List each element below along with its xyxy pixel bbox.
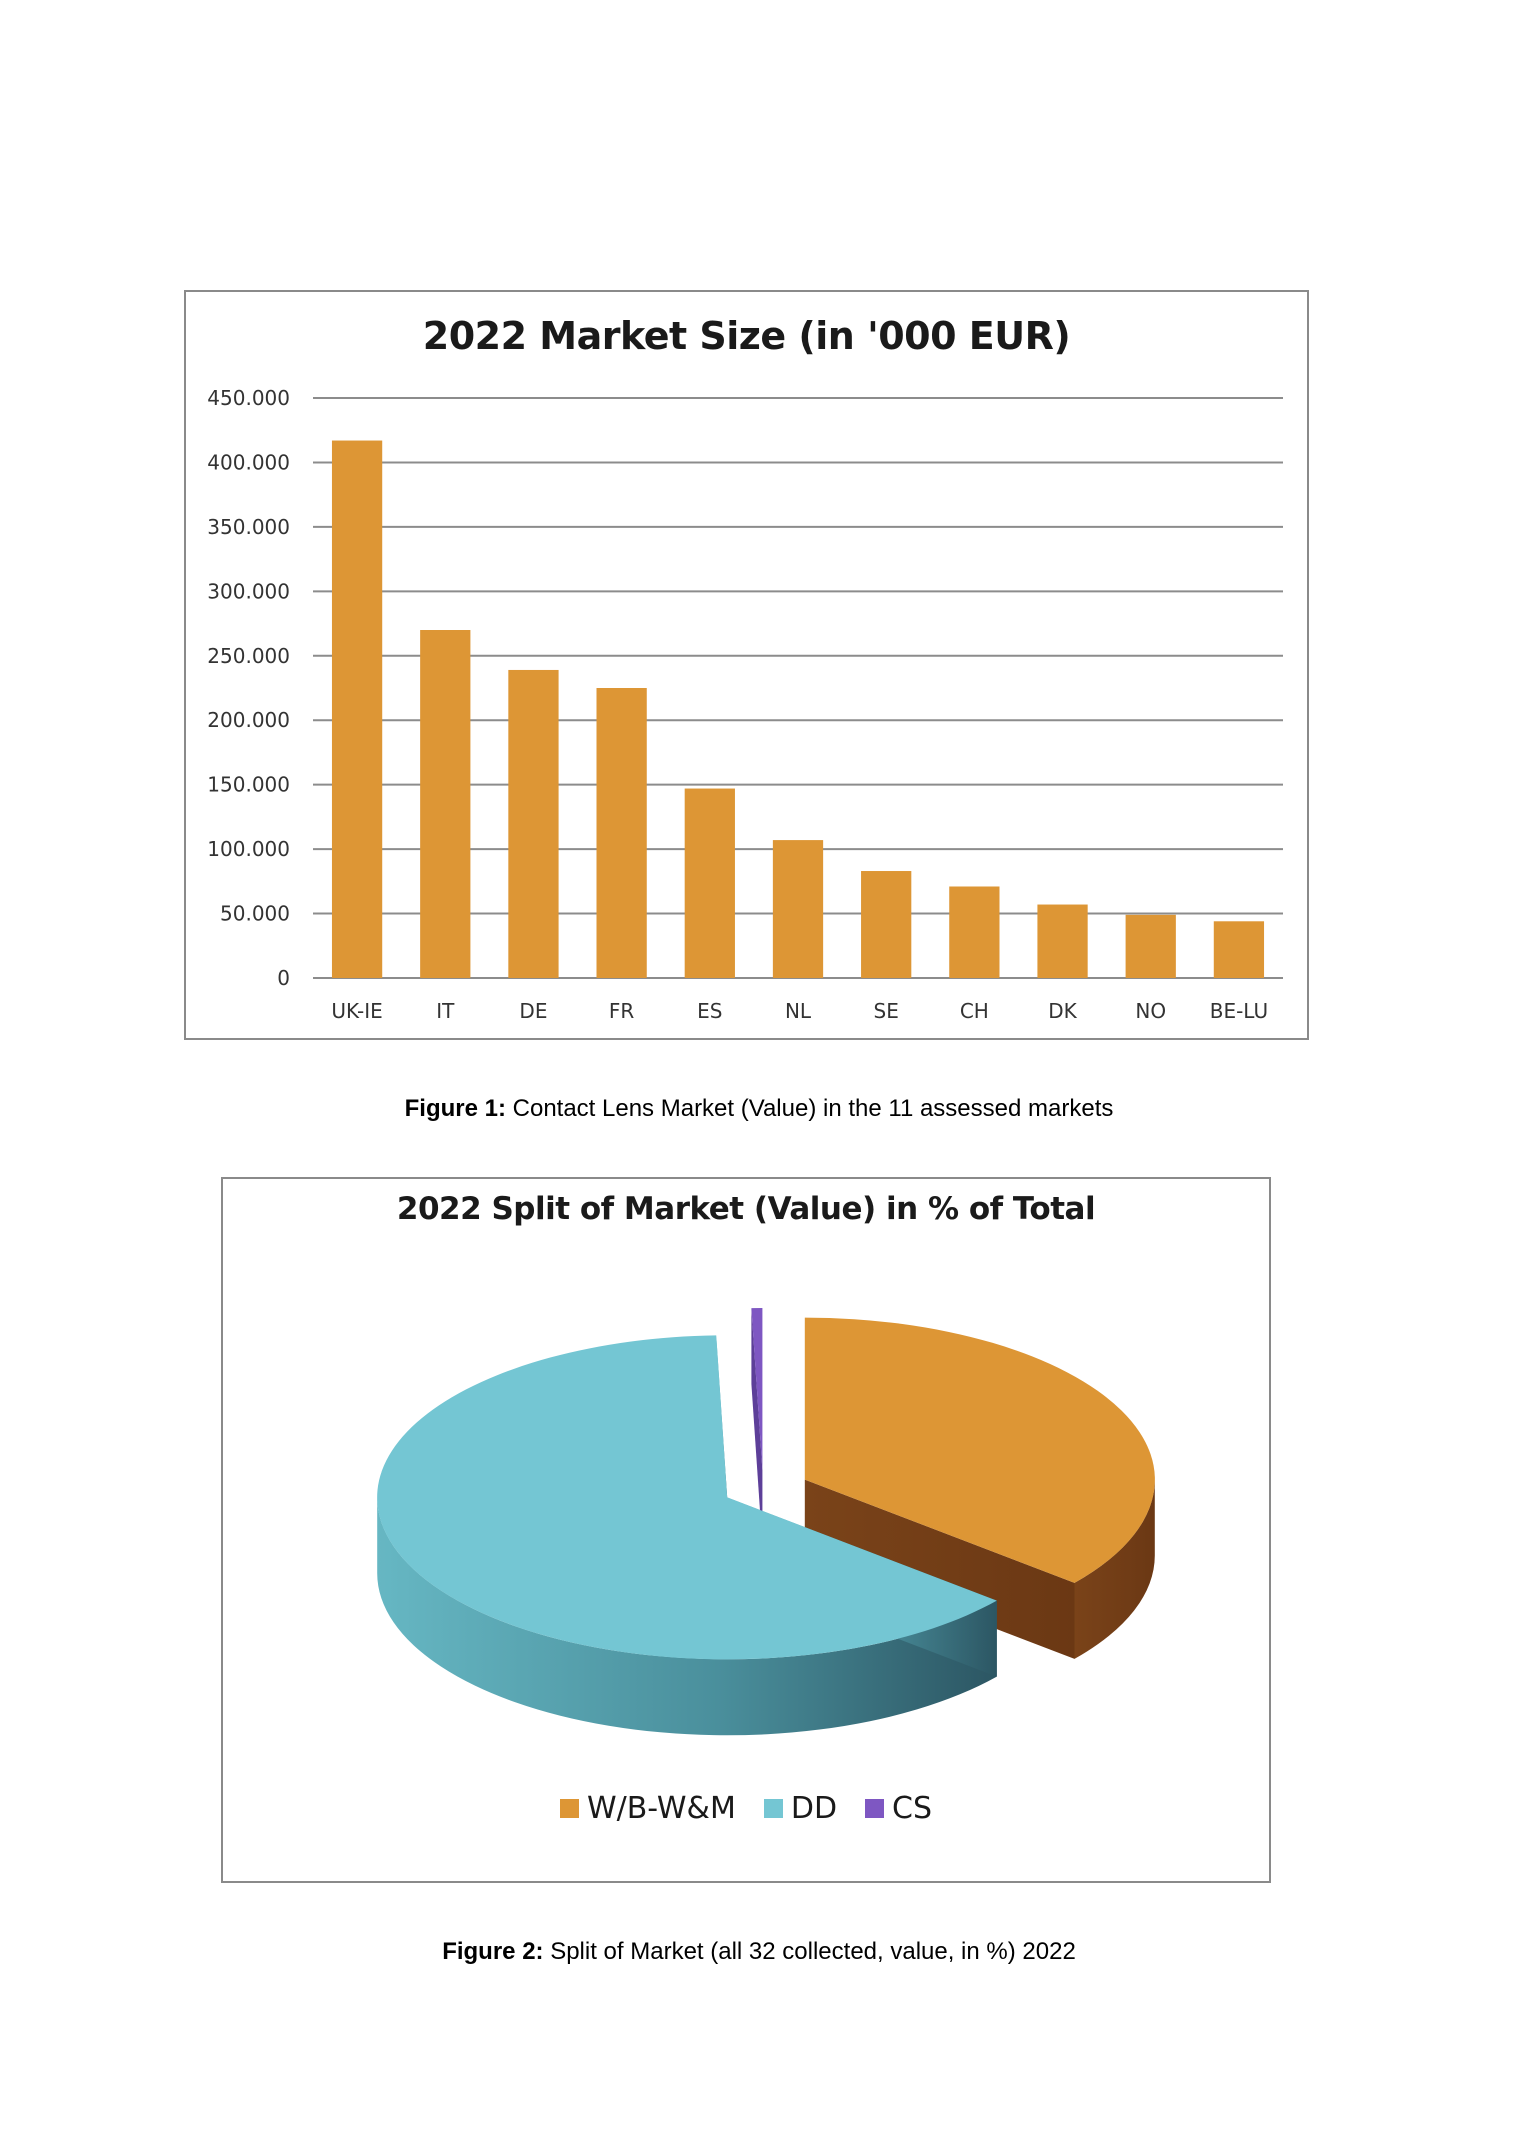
x-tick-label: SE	[874, 999, 899, 1023]
x-tick-label: FR	[609, 999, 635, 1023]
y-tick-label: 100.000	[207, 837, 290, 861]
bar-chart-title: 2022 Market Size (in '000 EUR)	[422, 314, 1071, 358]
figure-1-caption-text: Contact Lens Market (Value) in the 11 as…	[505, 1095, 1114, 1122]
legend-item-cs: CS	[865, 1791, 932, 1826]
pie-chart-title: 2022 Split of Market (Value) in % of Tot…	[396, 1191, 1096, 1227]
y-tick-label: 250.000	[207, 644, 290, 668]
y-tick-label: 350.000	[207, 515, 290, 539]
y-tick-label: 450.000	[207, 386, 290, 410]
y-tick-label: 200.000	[207, 708, 290, 732]
bar-chart-frame: 2022 Market Size (in '000 EUR) 0 50.000 10…	[184, 290, 1309, 1040]
figure-2-caption-label: Figure 2:	[442, 1938, 544, 1965]
bar-dk	[1037, 904, 1088, 978]
legend-item-dd: DD	[763, 1791, 838, 1826]
bar-se	[861, 871, 912, 978]
pie-chart-frame: 2022 Split of Market (Value) in % of Tot…	[221, 1177, 1271, 1883]
bar-es	[684, 788, 735, 978]
x-tick-label: IT	[436, 999, 455, 1023]
legend-label-dd: DD	[790, 1791, 838, 1826]
x-tick-label: UK-IE	[331, 999, 382, 1023]
bar-chart: 0 50.000 100.000 150.000 200.000 250.000 300.0…	[207, 386, 1283, 1023]
legend-swatch-cs	[865, 1799, 885, 1818]
legend-label-cs: CS	[892, 1791, 933, 1826]
bar-ch	[949, 886, 1000, 978]
legend-swatch-wb-wm	[559, 1799, 579, 1818]
y-tick-label: 50.000	[220, 902, 290, 926]
pie-slice-side-dd	[377, 1497, 997, 1736]
figure-1-caption: Figure 1: Contact Lens Market (Value) in…	[0, 1095, 1518, 1123]
bar-uk-ie	[331, 440, 383, 978]
pie-slice-cs	[751, 1308, 763, 1470]
y-tick-label: 300.000	[207, 579, 290, 603]
pie-slice-wall-cs	[751, 1308, 763, 1546]
pie-legend: W/B-W&M DD CS	[223, 1791, 1269, 1826]
x-tick-label: BE-LU	[1210, 999, 1268, 1023]
x-tick-label: NL	[785, 999, 812, 1023]
pie-slice-side-wb-wm	[1074, 1479, 1155, 1659]
bar-fr	[596, 688, 647, 978]
x-tick-label: DK	[1048, 999, 1077, 1023]
x-tick-label: ES	[697, 999, 722, 1023]
legend-label-wb-wm: W/B-W&M	[586, 1791, 736, 1826]
figure-2-caption-text: Split of Market (all 32 collected, value…	[543, 1938, 1076, 1965]
bar-nl	[772, 840, 824, 978]
pie-slice-dd	[377, 1335, 997, 1660]
y-tick-label: 0	[277, 966, 290, 990]
bar-de	[508, 669, 559, 978]
legend-swatch-dd	[763, 1799, 783, 1818]
pie-chart	[377, 1308, 1155, 1736]
pie-slice-wb-wm	[804, 1317, 1155, 1583]
figure-2-caption: Figure 2: Split of Market (all 32 collec…	[0, 1938, 1518, 1966]
x-tick-label: NO	[1135, 999, 1166, 1023]
bar-no	[1125, 914, 1176, 978]
bar-be-lu	[1213, 921, 1265, 978]
pie-slice-wall-wb-wm	[804, 1479, 1075, 1659]
figure-1-caption-label: Figure 1:	[404, 1095, 506, 1122]
x-tick-label: DE	[519, 999, 547, 1023]
y-tick-label: 150.000	[207, 773, 290, 797]
x-tick-label: CH	[960, 999, 989, 1023]
y-tick-label: 400.000	[207, 450, 290, 474]
legend-item-wb-wm: W/B-W&M	[559, 1791, 736, 1826]
bar-it	[420, 630, 471, 978]
